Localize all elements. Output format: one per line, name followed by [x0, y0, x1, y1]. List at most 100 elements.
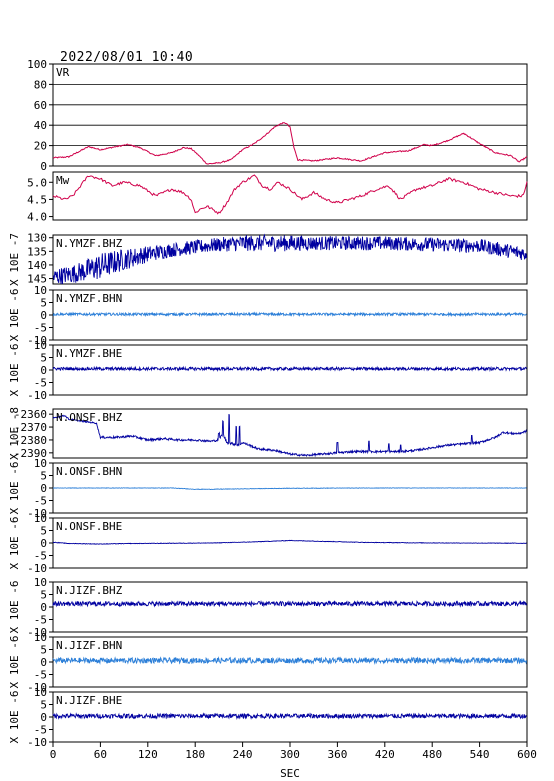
y-unit-label: X 10E -8 [8, 407, 21, 460]
channel-label: VR [56, 66, 70, 79]
y-tick-label: 10 [34, 686, 47, 699]
panel-frame [52, 171, 528, 221]
y-tick-label: 0 [40, 711, 47, 724]
y-tick-label: -5 [34, 614, 47, 627]
panel-frame [52, 581, 528, 633]
y-tick-label: -10 [27, 562, 47, 575]
y-tick-label: 135 [27, 245, 47, 258]
y-tick-label: -5 [34, 550, 47, 563]
y-tick-label: 145 [27, 273, 47, 286]
y-tick-label: 0 [40, 537, 47, 550]
y-unit-label: X 10E -6 [8, 462, 21, 515]
y-tick-label: -5 [34, 669, 47, 682]
y-unit-label: X 10E -6 [8, 289, 21, 342]
y-tick-label: 4.0 [27, 211, 47, 224]
y-unit-label: X 10E -6 [8, 517, 21, 570]
x-axis-label: SEC [280, 767, 300, 780]
channel-label: N.YMZF.BHN [56, 292, 122, 305]
y-tick-label: 5 [40, 297, 47, 310]
y-tick-label: -2390 [14, 447, 47, 460]
series-line [52, 487, 527, 490]
series-line [52, 122, 528, 165]
panel-frame [52, 408, 528, 459]
y-tick-label: 60 [34, 99, 47, 112]
x-tick-label: 300 [280, 748, 300, 761]
y-tick-label: 40 [34, 119, 47, 132]
series-line [52, 414, 527, 458]
y-tick-label: 140 [27, 259, 47, 272]
series-line [52, 712, 527, 720]
x-tick-label: 480 [422, 748, 442, 761]
y-tick-label: 130 [27, 232, 47, 245]
channel-label: N.YMZF.BHE [56, 347, 122, 360]
y-tick-label: 10 [34, 339, 47, 352]
x-tick-label: 420 [375, 748, 395, 761]
y-tick-label: 10 [34, 576, 47, 589]
y-tick-label: -2370 [14, 421, 47, 434]
y-unit-label: X 10E -7 [8, 233, 21, 286]
series-line [52, 311, 527, 318]
y-tick-label: 10 [34, 512, 47, 525]
x-tick-label: 240 [233, 748, 253, 761]
panel-frame [52, 234, 528, 285]
channel-label: N.JIZF.BHN [56, 639, 122, 652]
y-tick-label: 5 [40, 699, 47, 712]
y-tick-label: 0 [40, 656, 47, 669]
y-tick-label: 5.0 [27, 176, 47, 189]
x-tick-label: 120 [138, 748, 158, 761]
panel-frame [52, 63, 528, 167]
y-tick-label: 5 [40, 352, 47, 365]
y-unit-label: X 10E -6 [8, 691, 21, 744]
x-tick-label: 600 [517, 748, 537, 761]
x-axis: 0 60 120 180 240 300 360 420 480 540 600 SEC [50, 742, 537, 780]
y-tick-label: -10 [27, 389, 47, 402]
y-tick-label: -10 [27, 507, 47, 520]
y-tick-label: -10 [27, 334, 47, 347]
y-tick-label: 20 [34, 140, 47, 153]
x-tick-label: 540 [470, 748, 490, 761]
y-tick-label: -5 [34, 495, 47, 508]
y-tick-label: -2380 [14, 434, 47, 447]
y-tick-label: 0 [40, 364, 47, 377]
panel-vr: 0 20 40 60 80 100 VR [27, 58, 528, 173]
panel-mw: 4.0 4.5 5.0 Mw [27, 171, 528, 224]
y-tick-label: 4.5 [27, 193, 47, 206]
y-unit-label: X 10E -6 [8, 581, 21, 634]
y-tick-label: 0 [40, 601, 47, 614]
y-tick-label: 5 [40, 525, 47, 538]
x-tick-label: 360 [327, 748, 347, 761]
channel-label: N.ONSF.BHE [56, 520, 122, 533]
series-line [52, 539, 527, 545]
channel-label: N.JIZF.BHE [56, 694, 122, 707]
y-tick-label: -10 [27, 681, 47, 694]
y-tick-label: 5 [40, 589, 47, 602]
y-tick-label: 5 [40, 470, 47, 483]
y-tick-label: -2360 [14, 408, 47, 421]
y-unit-label: X 10E -6 [8, 636, 21, 689]
y-tick-label: 100 [27, 58, 47, 71]
y-tick-label: 80 [34, 78, 47, 91]
y-tick-label: 5 [40, 644, 47, 657]
x-tick-label: 0 [50, 748, 57, 761]
y-tick-label: 10 [34, 457, 47, 470]
channel-label: N.ONSF.BHN [56, 465, 122, 478]
y-unit-label: X 10E -6 [8, 344, 21, 397]
y-tick-label: 10 [34, 631, 47, 644]
channel-label: N.YMZF.BHZ [56, 237, 123, 250]
series-line [52, 656, 527, 665]
y-tick-label: -10 [27, 736, 47, 749]
y-tick-label: 10 [34, 284, 47, 297]
series-line [52, 233, 527, 285]
y-tick-label: -10 [27, 626, 47, 639]
channel-label: N.JIZF.BHZ [56, 584, 123, 597]
y-tick-label: 0 [40, 309, 47, 322]
